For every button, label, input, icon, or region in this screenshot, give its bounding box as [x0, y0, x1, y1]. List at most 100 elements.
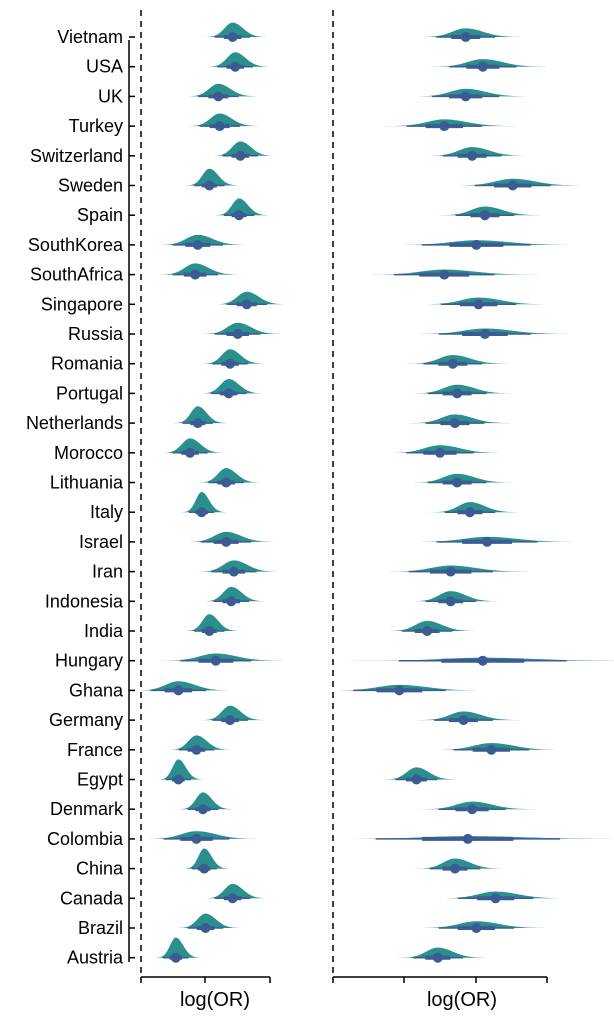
country-label: UK	[98, 86, 123, 106]
density-shape	[429, 743, 563, 750]
point-estimate	[185, 447, 196, 458]
country-label: Sweden	[58, 176, 123, 196]
country-label: Romania	[51, 354, 124, 374]
country-labels: Vietnam USA UK Turkey Switzerland Sweden Spain…	[26, 27, 124, 968]
point-estimate	[225, 715, 236, 726]
left-x-axis-ticks	[140, 977, 271, 983]
density-shape	[409, 473, 513, 483]
density-shape	[424, 147, 528, 156]
point-estimate	[199, 863, 210, 874]
right-x-axis-title: log(OR)	[427, 989, 497, 1011]
country-label: Brazil	[78, 918, 123, 938]
density-shape	[201, 705, 264, 721]
density-shape	[428, 502, 518, 513]
density-shape	[184, 614, 238, 631]
point-estimate	[458, 715, 469, 726]
density-shape	[362, 269, 539, 275]
density-shape	[409, 591, 498, 602]
country-label: Italy	[90, 502, 123, 522]
country-label: Singapore	[41, 294, 123, 314]
point-estimate	[210, 655, 221, 666]
point-estimate	[432, 952, 443, 963]
right-x-axis-ticks	[332, 977, 548, 983]
density-shape	[404, 536, 582, 542]
country-label: Turkey	[69, 116, 123, 136]
point-estimate	[462, 833, 473, 844]
point-estimate	[225, 358, 236, 369]
country-label: Spain	[77, 205, 123, 225]
density-shape	[172, 406, 227, 424]
country-label: Germany	[49, 710, 123, 730]
density-shape	[156, 234, 246, 245]
density-shape	[382, 119, 516, 127]
density-shape	[396, 947, 486, 958]
density-shape	[197, 468, 260, 483]
density-shape	[415, 711, 519, 721]
point-estimate	[471, 923, 482, 933]
density-shape	[202, 586, 265, 602]
country-label: Egypt	[77, 770, 123, 790]
country-label: Switzerland	[30, 146, 123, 166]
point-estimate	[241, 299, 252, 310]
country-label: USA	[86, 57, 123, 77]
density-shape	[416, 297, 550, 305]
country-label: Colombia	[47, 829, 124, 849]
density-shape	[382, 767, 456, 780]
country-label: Denmark	[50, 799, 124, 819]
point-estimate	[170, 952, 181, 963]
density-shape	[437, 206, 541, 216]
point-estimate	[230, 61, 241, 72]
point-estimate	[192, 239, 203, 250]
point-estimate	[227, 32, 238, 42]
point-estimate	[467, 804, 478, 815]
point-estimate	[460, 32, 471, 42]
point-estimate	[223, 388, 234, 399]
density-shape	[206, 52, 269, 67]
country-label: Portugal	[56, 383, 123, 403]
density-shape	[196, 560, 277, 572]
point-estimate	[192, 418, 203, 429]
country-label: China	[76, 859, 124, 879]
point-estimate	[452, 477, 463, 488]
point-estimate	[439, 121, 450, 132]
density-shape	[158, 653, 283, 661]
density-shape	[410, 88, 529, 97]
point-estimate	[191, 744, 202, 755]
point-estimate	[467, 150, 478, 161]
density-shape	[387, 240, 579, 245]
density-shape	[142, 831, 259, 839]
density-shape	[407, 414, 511, 424]
point-estimate	[228, 566, 239, 577]
left-panel: log(OR)	[133, 10, 285, 1011]
density-shape	[417, 28, 521, 37]
density-shape	[409, 384, 513, 394]
point-estimate	[482, 536, 493, 547]
point-estimate	[445, 596, 456, 607]
country-label: Russia	[68, 324, 124, 344]
density-shape	[186, 113, 258, 127]
point-estimate	[460, 91, 471, 102]
point-estimate	[235, 150, 246, 161]
density-shape	[386, 620, 475, 631]
point-estimate	[439, 269, 450, 280]
density-shape	[203, 883, 266, 899]
point-estimate	[173, 685, 184, 696]
country-label: Iran	[92, 562, 123, 582]
point-estimate	[173, 774, 184, 785]
point-estimate	[191, 833, 202, 844]
density-shape	[203, 22, 266, 37]
point-estimate	[471, 239, 482, 250]
density-shape	[201, 349, 264, 364]
density-shape	[417, 801, 536, 810]
category-axis-ticks	[129, 36, 135, 959]
country-label: Indonesia	[45, 591, 124, 611]
point-estimate	[445, 566, 456, 577]
point-estimate	[234, 210, 245, 221]
country-label: Austria	[67, 948, 124, 968]
country-label: Ghana	[69, 680, 124, 700]
density-shape	[161, 438, 224, 453]
country-label: Lithuania	[50, 473, 124, 493]
point-estimate	[507, 180, 518, 191]
point-estimate	[449, 863, 460, 874]
density-shape	[451, 178, 584, 186]
